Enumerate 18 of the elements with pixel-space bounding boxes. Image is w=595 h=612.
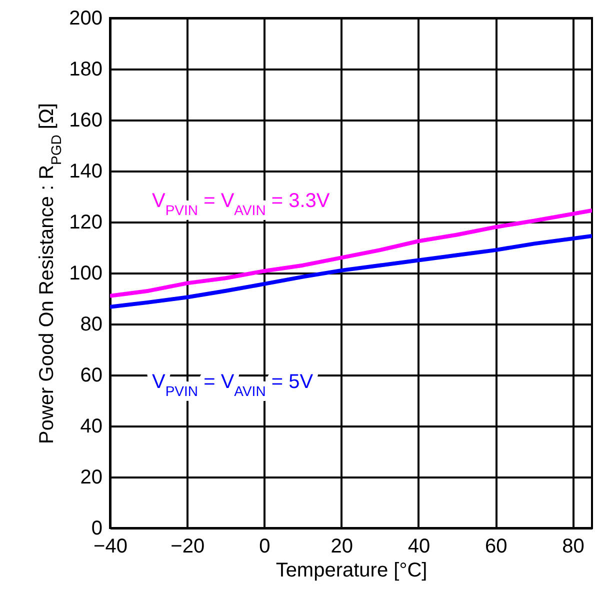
x-tick-label: 20 bbox=[330, 536, 353, 558]
y-tick-label: 180 bbox=[69, 58, 102, 80]
x-tick-label: 0 bbox=[259, 536, 270, 558]
y-tick-label: 20 bbox=[80, 466, 102, 488]
x-tick-label: 60 bbox=[484, 536, 508, 558]
y-tick-label: 60 bbox=[80, 364, 102, 386]
x-tick-label: 40 bbox=[408, 536, 430, 558]
x-tick-label: −20 bbox=[170, 536, 205, 558]
x-tick-label: 80 bbox=[562, 536, 584, 558]
y-tick-label: 120 bbox=[69, 212, 102, 234]
y-tick-label: 40 bbox=[80, 416, 102, 438]
y-tick-label: 100 bbox=[69, 262, 102, 284]
y-tick-label: 200 bbox=[69, 8, 102, 30]
y-tick-label: 140 bbox=[69, 160, 102, 182]
y-tick-label: 80 bbox=[80, 314, 102, 336]
x-axis-title: Temperature [°C] bbox=[276, 560, 428, 582]
line-series bbox=[110, 234, 592, 309]
y-tick-label: 160 bbox=[69, 110, 102, 132]
